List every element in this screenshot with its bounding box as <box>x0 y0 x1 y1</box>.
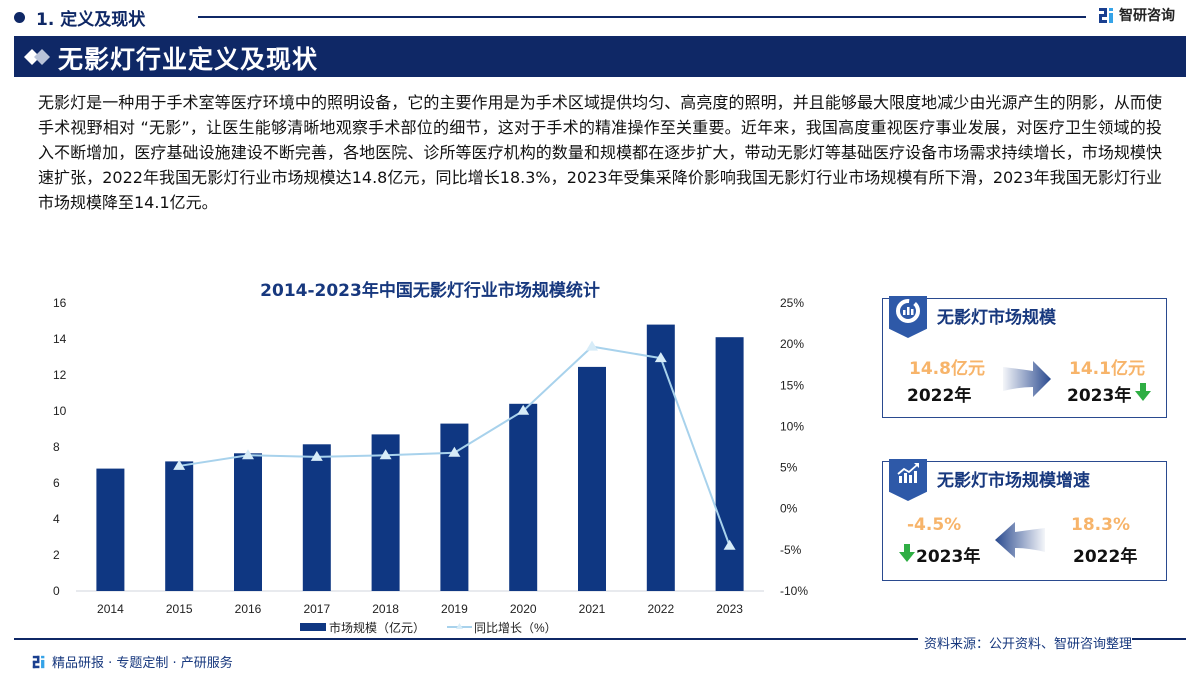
card-badge <box>889 296 927 338</box>
market-size-chart: 0 2 4 6 8 10 12 14 16 -10% -5% 0% 5% 10% 15% 20% 25% 2014… <box>53 296 808 635</box>
left-arrow-icon <box>995 522 1045 558</box>
x-axis-tick-label: 2019 <box>441 602 468 616</box>
card-title: 无影灯市场规模 <box>937 308 1056 328</box>
x-axis-tick-label: 2020 <box>510 602 537 616</box>
chart-title: 2014-2023年中国无影灯行业市场规模统计 <box>260 281 600 301</box>
legend-bar-label: 市场规模（亿元） <box>329 620 425 635</box>
card-badge <box>889 459 927 501</box>
right-axis-tick-label: 25% <box>780 296 804 310</box>
growth-2022-year: 2022年 <box>1073 547 1138 567</box>
right-axis-tick-label: -5% <box>780 543 802 557</box>
bar-2014 <box>96 468 125 591</box>
bar-2021 <box>578 366 606 591</box>
x-axis-tick-label: 2015 <box>166 602 193 616</box>
right-axis-tick-label: 5% <box>780 461 798 475</box>
left-axis-tick-label: 4 <box>53 512 60 526</box>
growth-2023-value: -4.5% <box>907 515 962 535</box>
year-2023: 2023年 <box>1067 386 1132 406</box>
legend-bar-swatch <box>300 623 326 631</box>
x-axis-tick-label: 2023 <box>716 602 743 616</box>
bar-2015 <box>165 461 194 591</box>
legend-line-label: 同比增长（%） <box>474 621 557 635</box>
growth-marker-2016 <box>242 449 254 460</box>
banner-title: 无影灯行业定义及现状 <box>58 45 319 74</box>
bar-2020 <box>509 403 538 591</box>
x-axis-tick-label: 2021 <box>579 602 606 616</box>
brand-name: 智研咨询 <box>1119 8 1175 24</box>
legend-line-marker <box>456 623 463 629</box>
growth-marker-2021 <box>586 340 598 351</box>
left-axis-tick-label: 12 <box>53 368 67 382</box>
diamond-icon <box>24 49 50 65</box>
growth-marker-2017 <box>310 450 323 461</box>
description-paragraph: 无影灯是一种用于手术室等医疗环境中的照明设备，它的主要作用是为手术区域提供均匀、… <box>38 93 1162 212</box>
year-2022: 2022年 <box>907 386 972 406</box>
footer-divider <box>14 638 1186 640</box>
bar-2023 <box>715 337 744 591</box>
left-axis-tick-label: 14 <box>53 332 67 346</box>
bar-2022 <box>646 324 675 591</box>
top-bar: 1. 定义及现状 智研咨询 <box>0 0 1200 34</box>
left-axis-tick-label: 2 <box>53 548 60 562</box>
bullet-icon <box>14 12 25 23</box>
growth-marker-2023 <box>723 539 736 550</box>
value-2022: 14.8亿元 <box>909 359 985 379</box>
card-title: 无影灯市场规模增速 <box>937 471 1090 491</box>
value-2023: 14.1亿元 <box>1069 359 1145 379</box>
growth-marker-2019 <box>448 446 461 457</box>
trend-chart-icon <box>897 463 919 483</box>
brand-logo-icon <box>1099 7 1113 23</box>
footer-tagline: 精品研报 · 专题定制 · 产研服务 <box>32 652 233 671</box>
down-arrow-icon <box>899 544 915 562</box>
brand-logo-icon <box>32 655 45 668</box>
bar-2016 <box>234 453 262 591</box>
growth-marker-2015 <box>173 459 186 470</box>
bar-2018 <box>371 434 400 591</box>
pie-chart-icon <box>896 299 920 323</box>
growth-marker-2022 <box>654 352 667 363</box>
left-axis-tick-label: 10 <box>53 404 67 418</box>
right-arrow-icon <box>1003 361 1051 397</box>
x-axis-tick-label: 2022 <box>647 602 674 616</box>
left-axis-tick-label: 6 <box>53 476 60 490</box>
x-axis-tick-label: 2018 <box>372 602 399 616</box>
left-axis-tick-label: 8 <box>53 440 60 454</box>
x-axis-tick-label: 2017 <box>303 602 330 616</box>
market-size-card: 无影灯市场规模 14.8亿元 2022年 14.1亿元 2023年 <box>882 296 1167 418</box>
section-title: 1. 定义及现状 <box>36 10 146 30</box>
bar-2017 <box>302 444 331 591</box>
right-axis-tick-label: 10% <box>780 419 804 433</box>
title-banner: 无影灯行业定义及现状 <box>14 36 1186 77</box>
right-axis-tick-label: 15% <box>780 378 804 392</box>
growth-2023-year: 2023年 <box>916 547 981 567</box>
growth-marker-2018 <box>379 449 392 460</box>
x-axis-tick-label: 2014 <box>97 602 124 616</box>
left-axis-tick-label: 16 <box>53 296 67 310</box>
growth-2022-value: 18.3% <box>1071 515 1130 535</box>
right-axis-tick-label: -10% <box>780 584 808 598</box>
left-axis-tick-label: 0 <box>53 584 60 598</box>
growth-marker-2020 <box>517 404 530 415</box>
divider <box>198 16 1086 18</box>
x-axis-tick-label: 2016 <box>235 602 262 616</box>
right-axis-tick-label: 0% <box>780 502 798 516</box>
down-arrow-icon <box>1135 383 1151 401</box>
footer-text: 精品研报 · 专题定制 · 产研服务 <box>52 656 233 671</box>
growth-rate-card: 无影灯市场规模增速 -4.5% 2023年 18.3% 2022年 <box>882 459 1167 581</box>
brand-logo: 智研咨询 <box>1098 5 1175 25</box>
source-note: 资料来源：公开资料、智研咨询整理 <box>918 633 1133 652</box>
right-axis-tick-label: 20% <box>780 337 804 351</box>
